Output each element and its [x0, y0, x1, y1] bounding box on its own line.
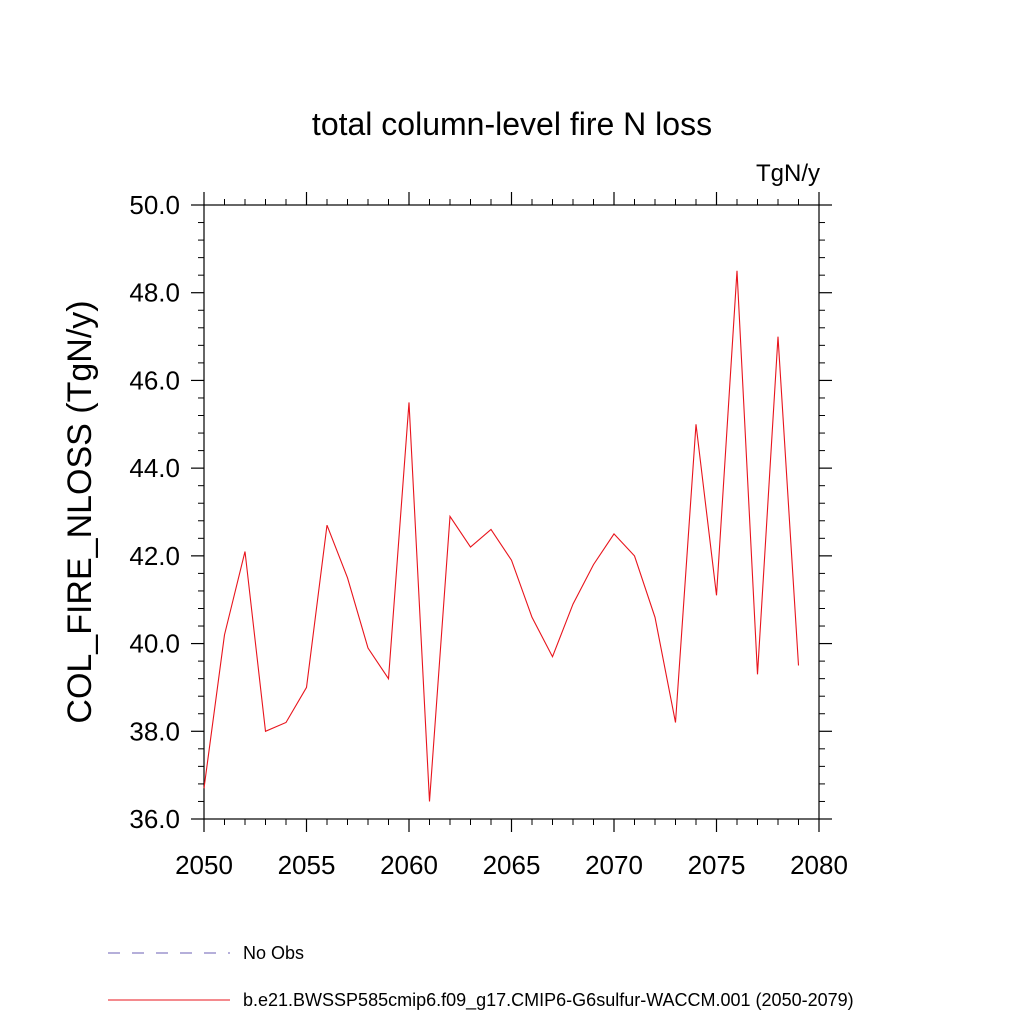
y-tick-label: 46.0 — [129, 365, 180, 395]
x-tick-label: 2080 — [790, 850, 848, 880]
x-tick-label: 2065 — [483, 850, 541, 880]
series-lines — [203, 270, 800, 802]
legend-label-model-run: b.e21.BWSSP585cmip6.f09_g17.CMIP6-G6sulf… — [243, 990, 854, 1011]
x-tick-label: 2050 — [175, 850, 233, 880]
legend-label-no-obs: No Obs — [243, 943, 304, 963]
y-tick-label: 48.0 — [129, 278, 180, 308]
x-tick-label: 2055 — [278, 850, 336, 880]
y-tick-label: 44.0 — [129, 453, 180, 483]
y-tick-label: 40.0 — [129, 629, 180, 659]
y-tick-label: 42.0 — [129, 541, 180, 571]
x-tick-label: 2075 — [688, 850, 746, 880]
y-tick-label: 38.0 — [129, 716, 180, 746]
units-label: TgN/y — [756, 160, 820, 187]
legend: No Obs b.e21.BWSSP585cmip6.f09_g17.CMIP6… — [108, 943, 854, 1011]
plot-frame — [203, 204, 820, 820]
y-axis-label: COL_FIRE_NLOSS (TgN/y) — [61, 300, 99, 723]
chart-title: total column-level fire N loss — [312, 106, 712, 142]
tick-labels: 2050 2055 2060 2065 2070 2075 2080 36.0 38.0 40.0… — [129, 190, 848, 880]
y-tick-label: 36.0 — [129, 804, 180, 834]
axis-ticks — [191, 192, 832, 832]
x-tick-label: 2060 — [380, 850, 438, 880]
x-tick-label: 2070 — [585, 850, 643, 880]
y-tick-label: 50.0 — [129, 190, 180, 220]
series-line-1 — [203, 270, 800, 802]
